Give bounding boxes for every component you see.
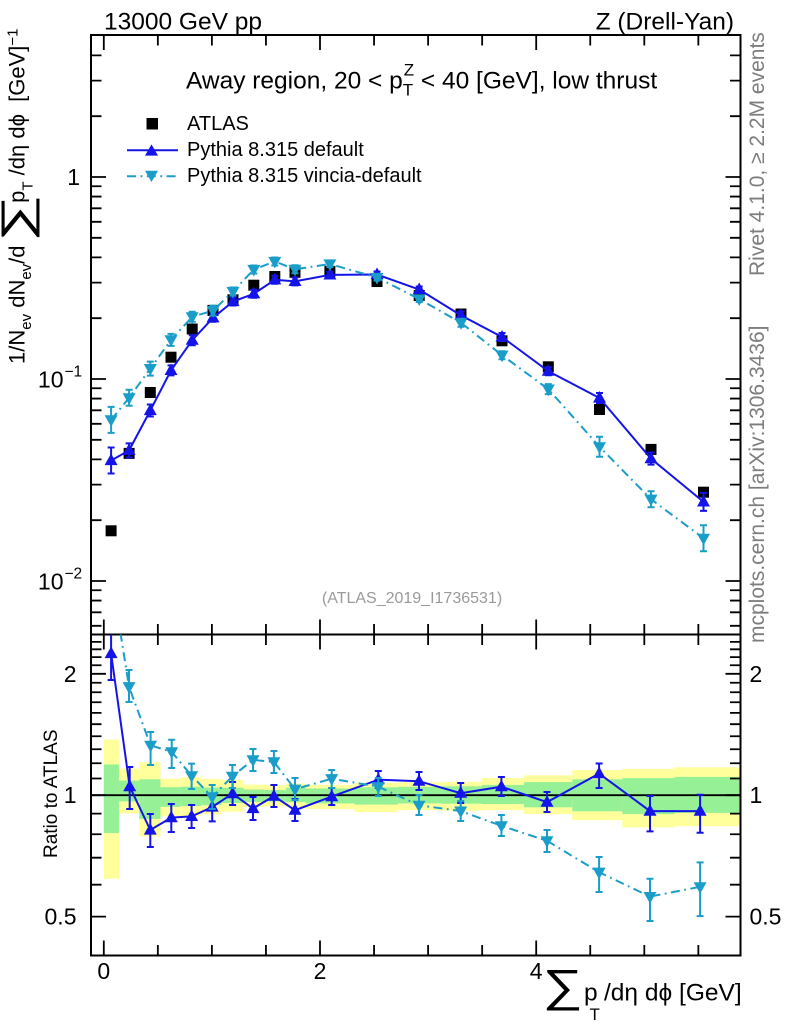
svg-text:(ATLAS_2019_I1736531): (ATLAS_2019_I1736531) <box>322 590 502 607</box>
svg-text:T: T <box>590 1005 600 1024</box>
svg-text:Pythia 8.315 default: Pythia 8.315 default <box>187 139 364 161</box>
svg-text:1: 1 <box>64 782 77 808</box>
svg-text:Ratio to ATLAS: Ratio to ATLAS <box>41 730 62 859</box>
svg-text:1: 1 <box>67 164 80 190</box>
svg-text:Rivet 4.1.0, ≥ 2.2M events: Rivet 4.1.0, ≥ 2.2M events <box>746 32 769 276</box>
svg-text:mcplots.cern.ch [arXiv:1306.34: mcplots.cern.ch [arXiv:1306.3436] <box>746 325 769 643</box>
svg-text:−1: −1 <box>65 364 83 381</box>
svg-text:2: 2 <box>314 958 327 984</box>
svg-text:4: 4 <box>530 958 543 984</box>
svg-text:0.5: 0.5 <box>45 904 77 930</box>
svg-text:Z (Drell-Yan): Z (Drell-Yan) <box>596 9 734 36</box>
svg-text:Away region, 20 < pTZ < 40 [Ge: Away region, 20 < pTZ < 40 [GeV], low th… <box>186 61 657 100</box>
svg-text:0.5: 0.5 <box>750 904 782 930</box>
svg-text:2: 2 <box>64 661 77 687</box>
svg-text:10: 10 <box>38 569 64 595</box>
svg-text:10: 10 <box>38 367 64 393</box>
svg-text:0: 0 <box>97 958 110 984</box>
svg-text:Pythia 8.315 vincia-default: Pythia 8.315 vincia-default <box>187 165 422 187</box>
svg-text:∑: ∑ <box>543 960 583 1010</box>
svg-text:∑: ∑ <box>0 194 39 242</box>
svg-text:pT /dη dϕ [GeV]−1: pT /dη dϕ [GeV]−1 <box>5 29 37 209</box>
svg-text:/dη dϕ [GeV]: /dη dϕ [GeV] <box>604 980 742 1007</box>
svg-text:2: 2 <box>750 661 763 687</box>
svg-text:p: p <box>584 980 598 1007</box>
svg-text:13000 GeV pp: 13000 GeV pp <box>104 9 262 36</box>
svg-text:1: 1 <box>750 782 763 808</box>
svg-text:ATLAS: ATLAS <box>187 113 249 135</box>
svg-text:−2: −2 <box>65 566 83 583</box>
